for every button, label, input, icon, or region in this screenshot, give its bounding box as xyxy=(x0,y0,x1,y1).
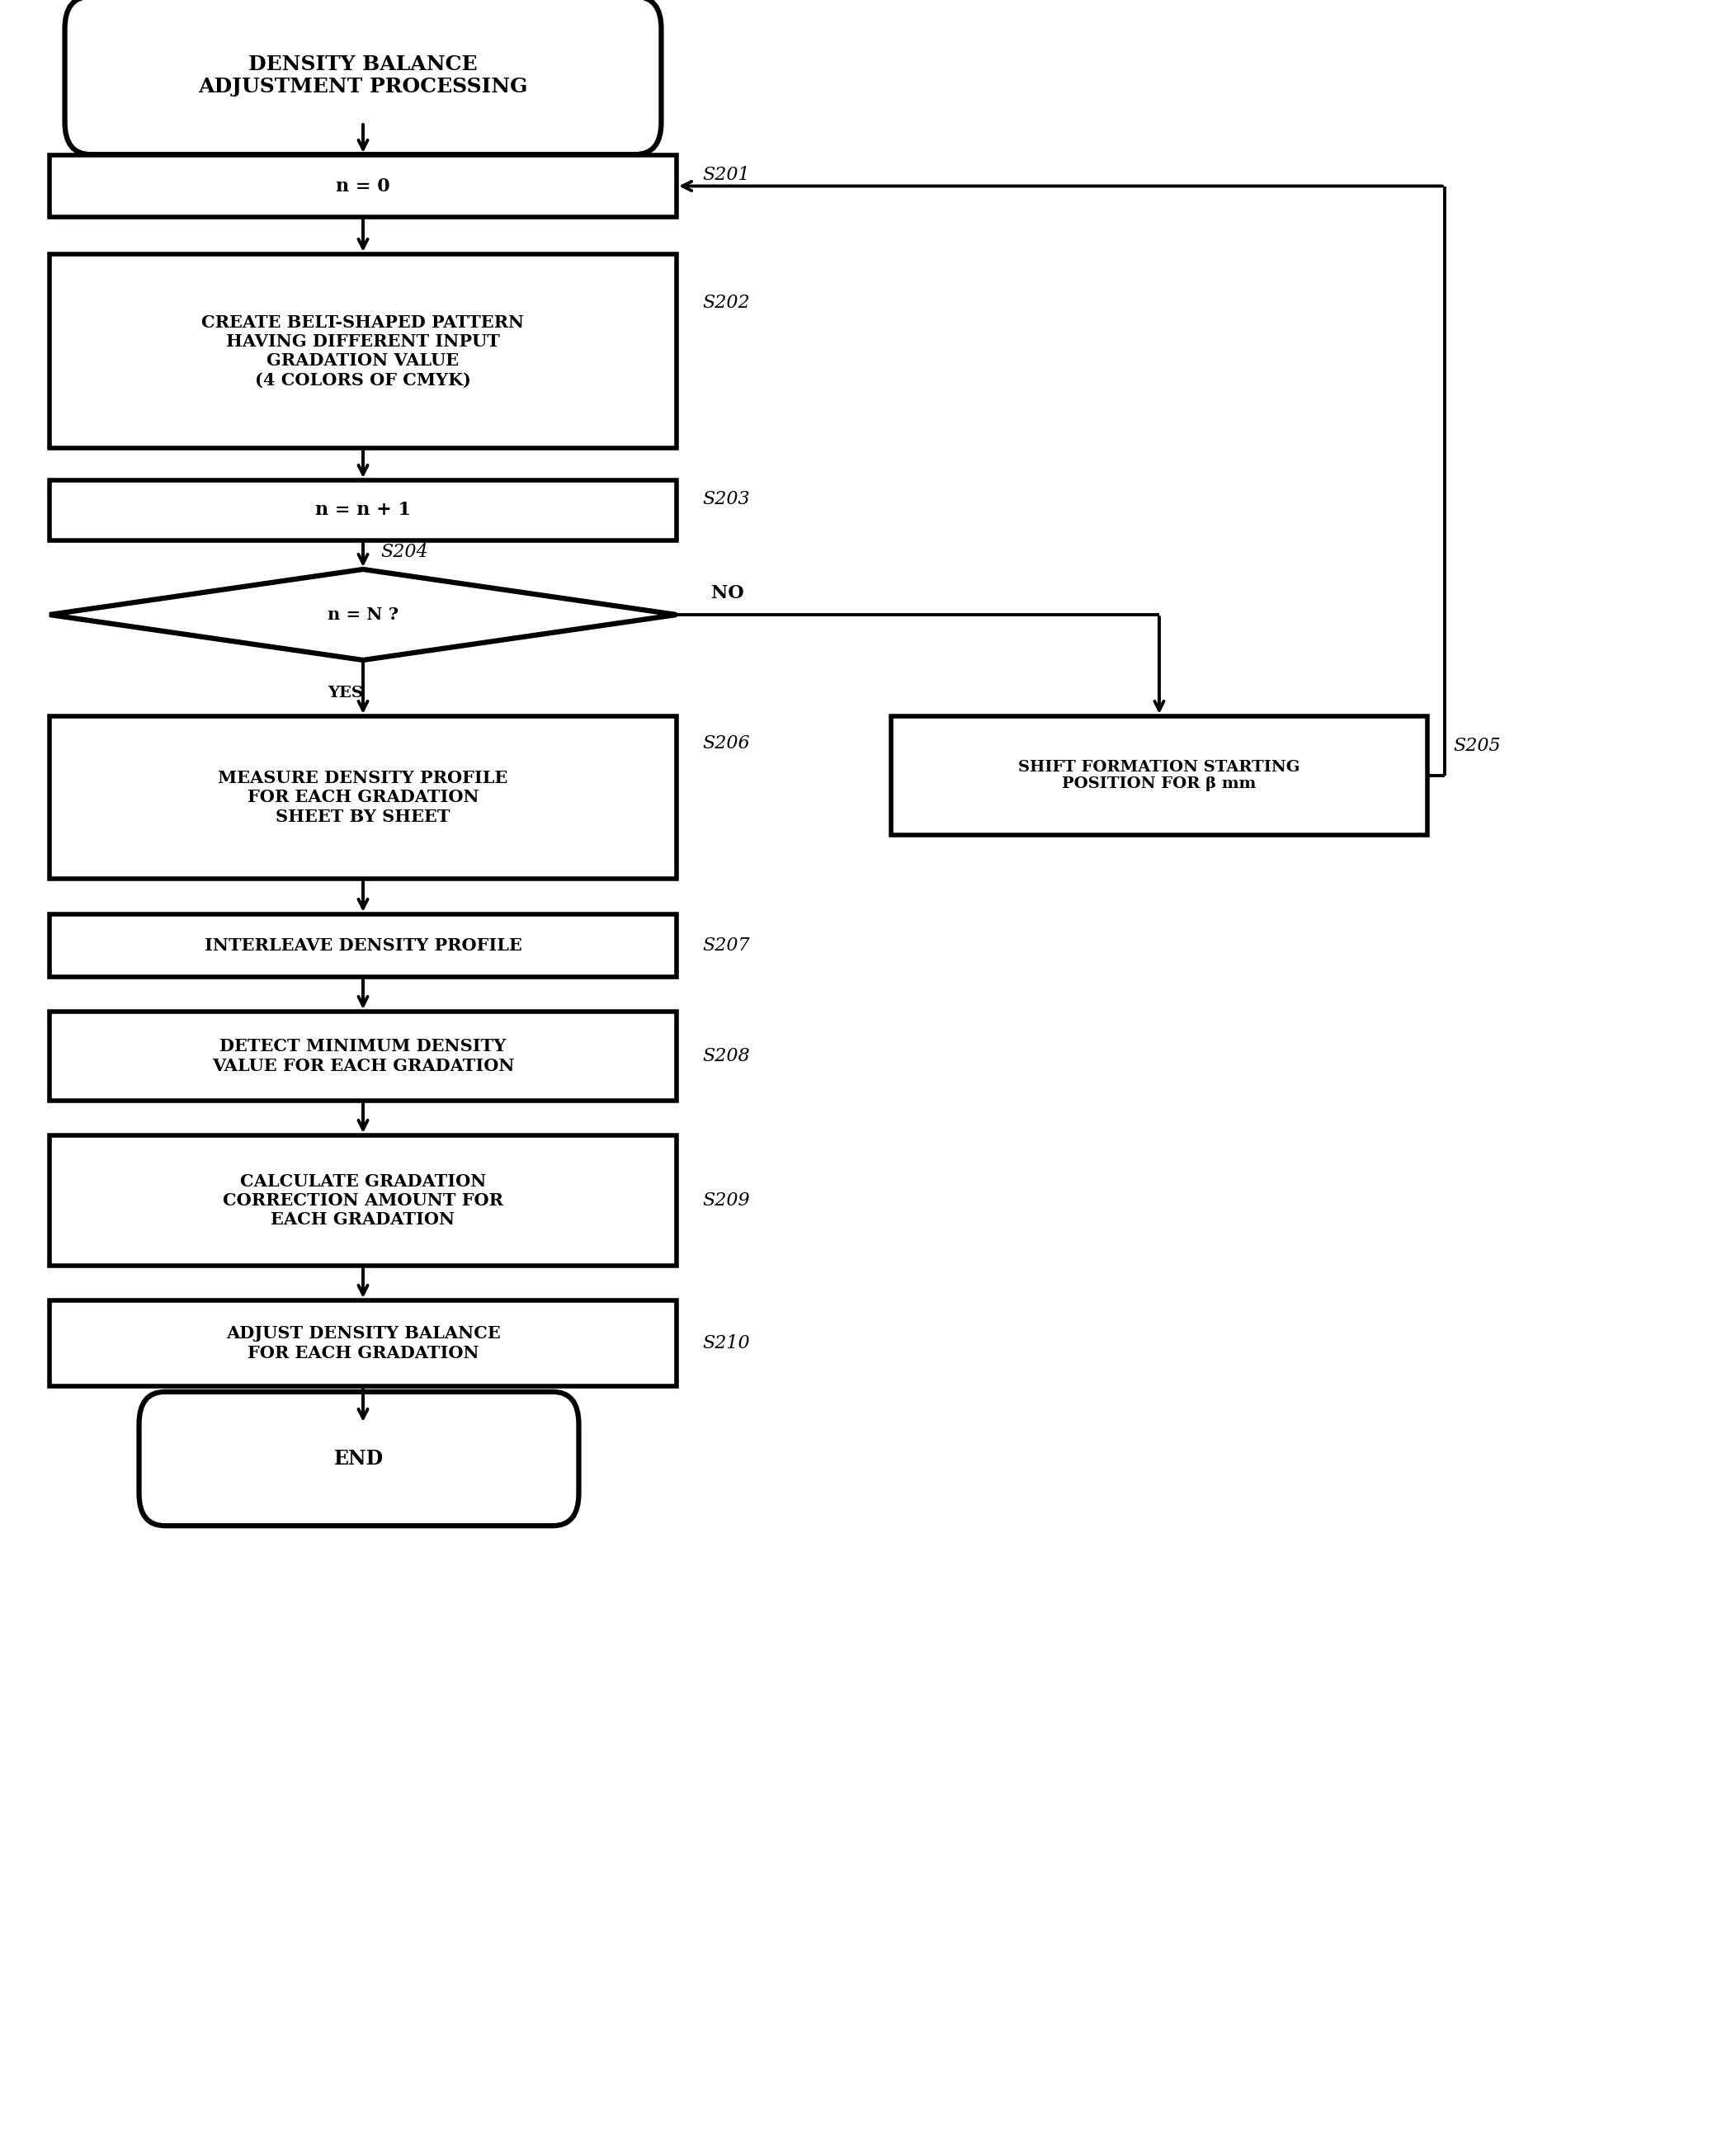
Text: CREATE BELT-SHAPED PATTERN
HAVING DIFFERENT INPUT
GRADATION VALUE
(4 COLORS OF C: CREATE BELT-SHAPED PATTERN HAVING DIFFER… xyxy=(203,315,524,388)
Text: CALCULATE GRADATION
CORRECTION AMOUNT FOR
EACH GRADATION: CALCULATE GRADATION CORRECTION AMOUNT FO… xyxy=(223,1173,504,1229)
Bar xyxy=(50,914,677,977)
Text: S206: S206 xyxy=(703,735,750,752)
Text: S209: S209 xyxy=(703,1192,750,1210)
Text: S208: S208 xyxy=(703,1048,750,1065)
Text: NO: NO xyxy=(711,584,744,602)
Text: MEASURE DENSITY PROFILE
FOR EACH GRADATION
SHEET BY SHEET: MEASURE DENSITY PROFILE FOR EACH GRADATI… xyxy=(218,770,507,826)
Text: n = n + 1: n = n + 1 xyxy=(315,500,410,520)
Bar xyxy=(50,1011,677,1102)
Text: S207: S207 xyxy=(703,936,750,955)
Text: YES: YES xyxy=(329,686,364,701)
Text: S205: S205 xyxy=(1454,737,1501,755)
FancyBboxPatch shape xyxy=(138,1393,578,1526)
Bar xyxy=(50,716,677,880)
Bar xyxy=(50,254,677,448)
FancyBboxPatch shape xyxy=(64,0,661,155)
Text: END: END xyxy=(334,1449,384,1468)
Text: INTERLEAVE DENSITY PROFILE: INTERLEAVE DENSITY PROFILE xyxy=(204,938,521,953)
Text: n = 0: n = 0 xyxy=(336,177,389,196)
Text: S210: S210 xyxy=(703,1335,750,1352)
Bar xyxy=(891,716,1428,834)
Text: DETECT MINIMUM DENSITY
VALUE FOR EACH GRADATION: DETECT MINIMUM DENSITY VALUE FOR EACH GR… xyxy=(211,1039,514,1074)
Bar xyxy=(50,481,677,541)
Text: S203: S203 xyxy=(703,489,750,509)
Bar xyxy=(50,155,677,218)
Polygon shape xyxy=(50,569,677,660)
Bar xyxy=(50,1136,677,1266)
Text: n = N ?: n = N ? xyxy=(327,606,398,623)
Text: ADJUST DENSITY BALANCE
FOR EACH GRADATION: ADJUST DENSITY BALANCE FOR EACH GRADATIO… xyxy=(225,1326,500,1360)
Text: DENSITY BALANCE
ADJUSTMENT PROCESSING: DENSITY BALANCE ADJUSTMENT PROCESSING xyxy=(199,54,528,97)
Bar xyxy=(50,1300,677,1386)
Text: S204: S204 xyxy=(381,543,428,561)
Text: SHIFT FORMATION STARTING
POSITION FOR β mm: SHIFT FORMATION STARTING POSITION FOR β … xyxy=(1018,759,1300,791)
Text: S201: S201 xyxy=(703,166,750,185)
Text: S202: S202 xyxy=(703,293,750,313)
